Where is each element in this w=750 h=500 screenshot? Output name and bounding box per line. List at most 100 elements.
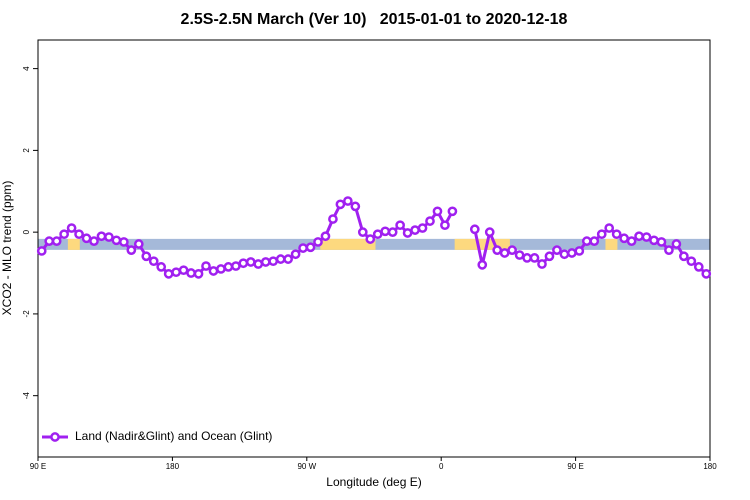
data-point	[514, 250, 525, 260]
y-axis-label: XCO2 - MLO trend (ppm)	[0, 181, 14, 316]
data-point	[492, 245, 503, 255]
data-point	[171, 267, 181, 278]
data-point	[641, 232, 652, 242]
data-point	[589, 236, 600, 246]
data-point	[544, 251, 555, 262]
data-point	[268, 256, 279, 267]
data-point	[581, 236, 592, 246]
data-point	[104, 232, 114, 242]
data-point	[395, 220, 405, 231]
data-point	[290, 249, 301, 260]
data-point	[484, 227, 495, 237]
data-point	[701, 268, 712, 279]
legend-marker	[50, 432, 60, 442]
data-point	[693, 262, 704, 272]
data-point	[59, 229, 69, 240]
data-point	[283, 254, 293, 264]
data-point	[596, 229, 607, 240]
data-point	[148, 256, 159, 267]
y-tick-label: -2	[22, 310, 31, 318]
data-point	[96, 231, 107, 242]
data-point	[260, 257, 271, 267]
x-tick-label: 90 W	[297, 462, 316, 471]
data-point	[626, 236, 637, 246]
data-point	[36, 246, 47, 256]
data-point	[664, 245, 674, 255]
data-point	[343, 196, 353, 206]
data-point	[410, 225, 420, 235]
data-point	[141, 251, 152, 262]
x-tick-label: 90 E	[567, 462, 583, 471]
data-point	[387, 227, 398, 237]
data-point	[253, 259, 264, 269]
data-point	[178, 265, 189, 276]
data-point	[193, 268, 204, 279]
data-point	[469, 224, 480, 235]
data-point	[552, 245, 562, 255]
data-point	[119, 237, 129, 247]
data-point	[365, 234, 376, 244]
y-tick-label: 4	[22, 66, 31, 71]
data-point	[567, 248, 577, 258]
legend-item: Land (Nadir&Glint) and Ocean (Glint)	[42, 429, 272, 443]
data-point	[335, 199, 346, 210]
data-point	[425, 216, 435, 226]
chart-title: 2.5S-2.5N March (Ver 10) 2015-01-01 to 2…	[181, 11, 568, 28]
data-point	[477, 260, 488, 270]
data-point	[537, 259, 547, 269]
data-point	[44, 236, 55, 246]
data-point	[499, 248, 510, 258]
data-point	[447, 206, 458, 217]
data-point	[66, 223, 77, 233]
data-point	[679, 251, 689, 262]
data-point	[320, 231, 331, 242]
legend-label: Land (Nadir&Glint) and Ocean (Glint)	[75, 429, 272, 443]
data-point	[74, 229, 84, 240]
x-tick-label: 90 E	[30, 462, 46, 471]
data-point	[529, 253, 540, 263]
data-point	[619, 233, 629, 244]
x-tick-label: 0	[439, 462, 444, 471]
data-point	[507, 245, 517, 255]
data-point	[440, 220, 450, 231]
data-point	[186, 268, 196, 278]
y-tick-label: 0	[22, 229, 31, 234]
data-point	[656, 237, 667, 247]
y-tick-label: 2	[22, 148, 31, 153]
data-point	[649, 235, 659, 246]
x-axis-label: Longitude (deg E)	[326, 475, 421, 489]
data-point	[51, 236, 62, 246]
data-point	[432, 206, 443, 217]
data-point	[357, 227, 368, 237]
data-point	[223, 262, 234, 272]
data-point	[686, 256, 697, 267]
data-point	[305, 242, 316, 253]
data-point	[208, 266, 219, 276]
data-point	[350, 201, 361, 212]
data-point	[126, 245, 137, 255]
data-point	[328, 214, 338, 224]
data-point	[372, 229, 383, 240]
x-tick-label: 180	[166, 462, 180, 471]
data-point	[156, 262, 167, 272]
data-point	[238, 258, 249, 269]
data-point	[111, 235, 122, 246]
data-point	[313, 237, 323, 247]
data-point	[559, 249, 570, 260]
data-point	[611, 229, 622, 240]
data-point	[671, 239, 682, 249]
data-point	[298, 243, 308, 253]
data-point	[402, 228, 413, 238]
data-point	[81, 233, 92, 244]
data-point	[133, 239, 144, 249]
data-point	[163, 268, 174, 279]
data-point	[634, 231, 644, 242]
data-point	[604, 223, 615, 233]
y-tick-label: -4	[22, 392, 31, 400]
data-point	[380, 226, 391, 237]
data-point	[417, 223, 428, 233]
data-point	[201, 261, 211, 271]
data-point	[245, 257, 256, 267]
data-point	[522, 253, 532, 263]
